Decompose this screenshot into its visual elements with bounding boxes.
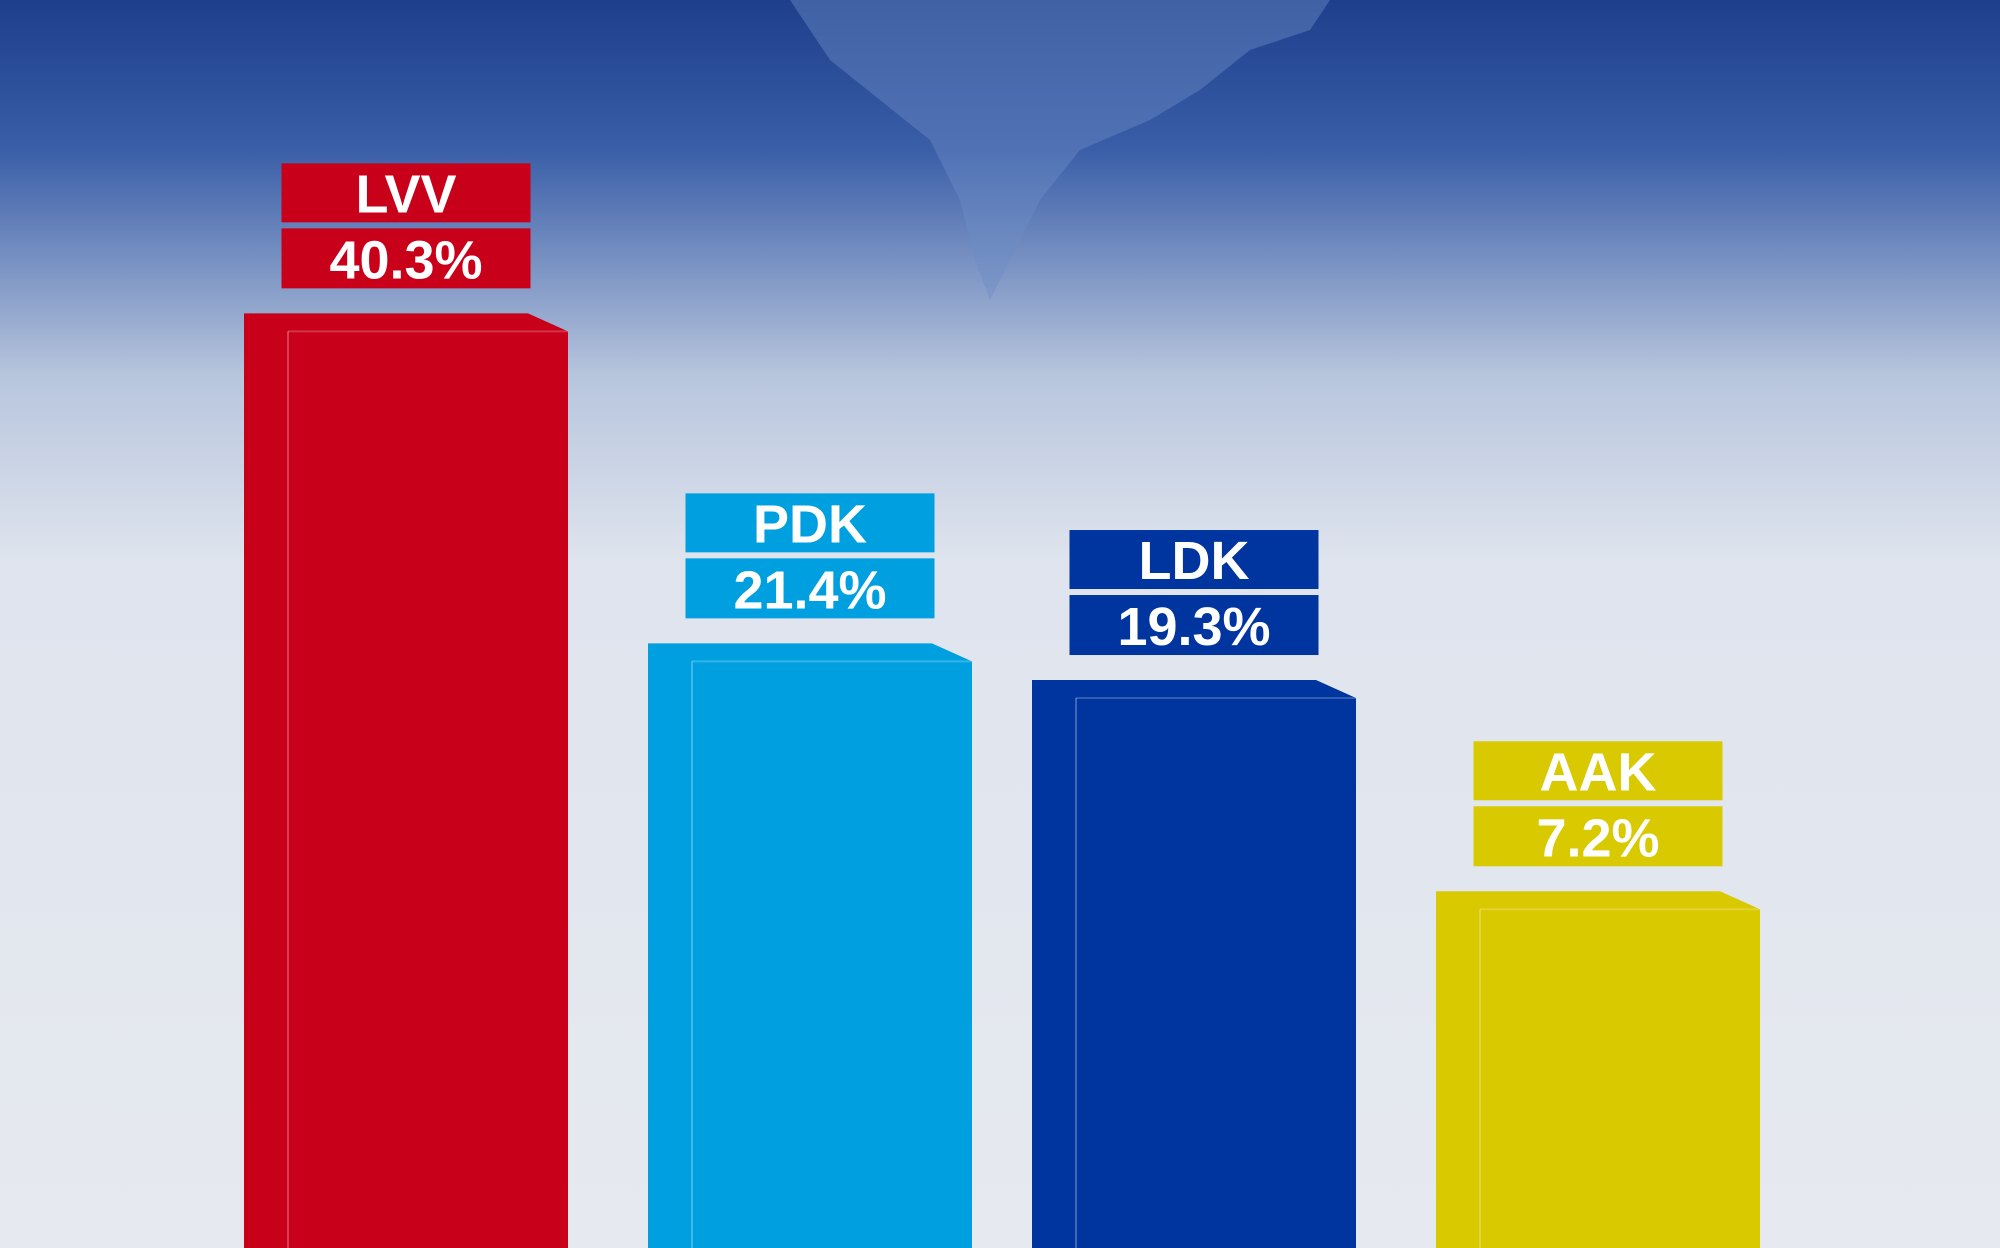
category-label: LVV: [355, 164, 456, 224]
category-label: PDK: [753, 494, 867, 554]
label-box: [281, 163, 531, 223]
label-box: [281, 228, 531, 289]
value-label: 19.3%: [1117, 597, 1270, 657]
label-box: [685, 493, 935, 553]
bar: [1436, 891, 1760, 1248]
label-box: [685, 558, 935, 619]
label-box: [1069, 595, 1319, 656]
map-silhouette: [790, 0, 1330, 300]
category-label: LDK: [1139, 531, 1250, 591]
value-label: 21.4%: [733, 560, 886, 620]
bar: [1032, 680, 1356, 1248]
label-box: [1473, 806, 1723, 867]
category-label: AAK: [1540, 742, 1657, 802]
value-label: 7.2%: [1536, 808, 1659, 868]
label-box: [1069, 530, 1319, 590]
value-label: 40.3%: [329, 230, 482, 290]
bar: [648, 643, 972, 1248]
label-box: [1473, 741, 1723, 801]
bar: [244, 313, 568, 1248]
